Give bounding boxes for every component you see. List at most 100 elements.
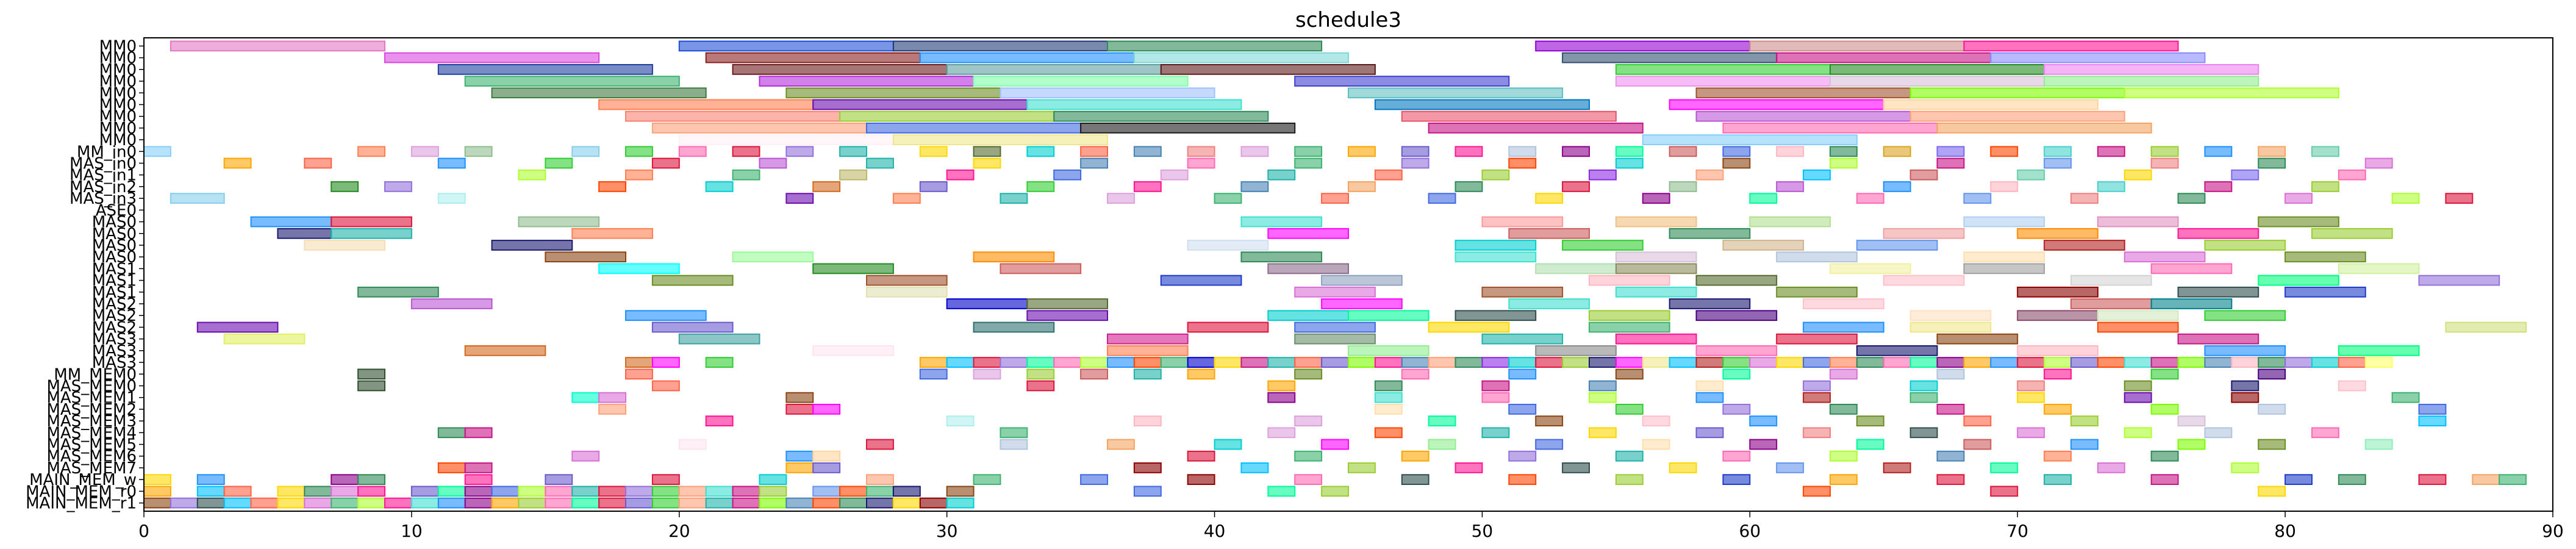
task-bar — [1803, 380, 1831, 392]
task-bar — [1615, 357, 1644, 368]
task-bar — [1240, 181, 1269, 192]
task-bar — [2258, 357, 2286, 368]
task-bar — [1053, 357, 1082, 368]
task-bar — [732, 169, 760, 181]
task-bar — [1615, 63, 1831, 75]
task-bar — [2258, 439, 2286, 450]
task-bar — [545, 497, 573, 509]
task-bar — [1615, 157, 1644, 169]
task-bar — [1963, 439, 1992, 450]
y-tick-label: MM0 — [99, 120, 137, 138]
y-tick-label: MM_MEM0 — [54, 365, 137, 384]
task-bar — [1374, 357, 1403, 368]
task-bar — [1428, 357, 1456, 368]
task-bar — [598, 99, 814, 110]
task-bar — [1133, 181, 1162, 192]
task-bar — [651, 321, 734, 333]
task-bar — [1454, 357, 1483, 368]
task-bar — [1856, 240, 1938, 251]
task-bar — [196, 497, 225, 509]
x-tick-label: 20 — [668, 521, 690, 541]
task-bar — [1856, 357, 1884, 368]
task-bar — [2258, 157, 2286, 169]
task-bar — [437, 462, 466, 473]
task-bar — [1615, 286, 1697, 298]
task-bar — [357, 380, 385, 392]
task-bar — [1267, 169, 1296, 181]
y-tick-label: MM_in0 — [77, 143, 137, 161]
task-bar — [1776, 52, 1992, 63]
task-bar — [1936, 123, 2152, 134]
task-bar — [1294, 368, 1323, 380]
task-bar — [2123, 427, 2152, 439]
task-bar — [1481, 427, 1510, 439]
task-bar — [1615, 368, 1644, 380]
task-bar — [946, 63, 1162, 75]
task-bar — [143, 486, 171, 497]
task-bar — [2097, 181, 2125, 192]
task-bar — [919, 181, 948, 192]
task-bar — [812, 450, 841, 462]
task-bar — [732, 63, 948, 75]
task-bar — [2418, 474, 2447, 486]
y-tick-label: MAS_MEM4 — [46, 424, 137, 442]
task-bar — [1830, 263, 1911, 274]
task-bar — [1562, 357, 1590, 368]
task-bar — [1936, 404, 1965, 415]
task-bar — [1214, 357, 1242, 368]
task-bar — [304, 497, 332, 509]
task-bar — [1615, 474, 1644, 486]
task-bar — [1107, 357, 1135, 368]
task-bar — [1160, 274, 1242, 286]
task-bar — [651, 486, 680, 497]
task-bar — [1374, 169, 1403, 181]
task-bar — [2258, 216, 2339, 228]
x-tick-label: 80 — [2274, 521, 2296, 541]
task-bar — [518, 169, 546, 181]
task-bar — [2017, 345, 2098, 356]
task-bar — [1294, 474, 1323, 486]
task-bar — [1615, 146, 1644, 157]
task-bar — [1133, 52, 1350, 63]
task-bar — [2097, 321, 2179, 333]
task-bar — [1508, 357, 1537, 368]
task-bar — [1348, 462, 1376, 473]
task-bar — [892, 134, 1109, 145]
task-bar — [1722, 450, 1751, 462]
task-bar — [2204, 345, 2286, 356]
task-bar — [464, 486, 493, 497]
task-bar — [812, 404, 841, 415]
task-bar — [625, 357, 653, 368]
task-bar — [1990, 462, 2019, 473]
task-bar — [2123, 87, 2339, 99]
task-bar — [437, 193, 466, 204]
task-bar — [1160, 169, 1189, 181]
task-bar — [1909, 169, 1938, 181]
task-bar — [732, 146, 760, 157]
task-bar — [1669, 298, 1751, 309]
task-bar — [1187, 146, 1215, 157]
task-bar — [1589, 169, 1617, 181]
task-bar — [1267, 427, 1296, 439]
task-bar — [1294, 321, 1376, 333]
task-bar — [1401, 357, 1429, 368]
task-bar — [1080, 123, 1296, 134]
task-bar — [678, 439, 707, 450]
task-bar — [812, 99, 1028, 110]
task-bar — [1294, 76, 1510, 87]
task-bar — [1481, 357, 1510, 368]
task-bar — [357, 368, 385, 380]
task-bar — [277, 497, 306, 509]
task-bar — [1374, 404, 1403, 415]
task-bar — [1803, 357, 1831, 368]
y-tick-label: MAS_MEM2 — [46, 401, 137, 419]
y-tick-label: MAS_MEM5 — [46, 436, 137, 454]
task-bar — [705, 52, 921, 63]
task-bar — [1294, 333, 1376, 345]
task-bar — [1963, 251, 2045, 263]
task-bar — [1240, 251, 1323, 263]
task-bar — [1830, 146, 1858, 157]
task-bar — [678, 333, 760, 345]
task-bar — [919, 52, 1135, 63]
task-bar — [304, 486, 332, 497]
